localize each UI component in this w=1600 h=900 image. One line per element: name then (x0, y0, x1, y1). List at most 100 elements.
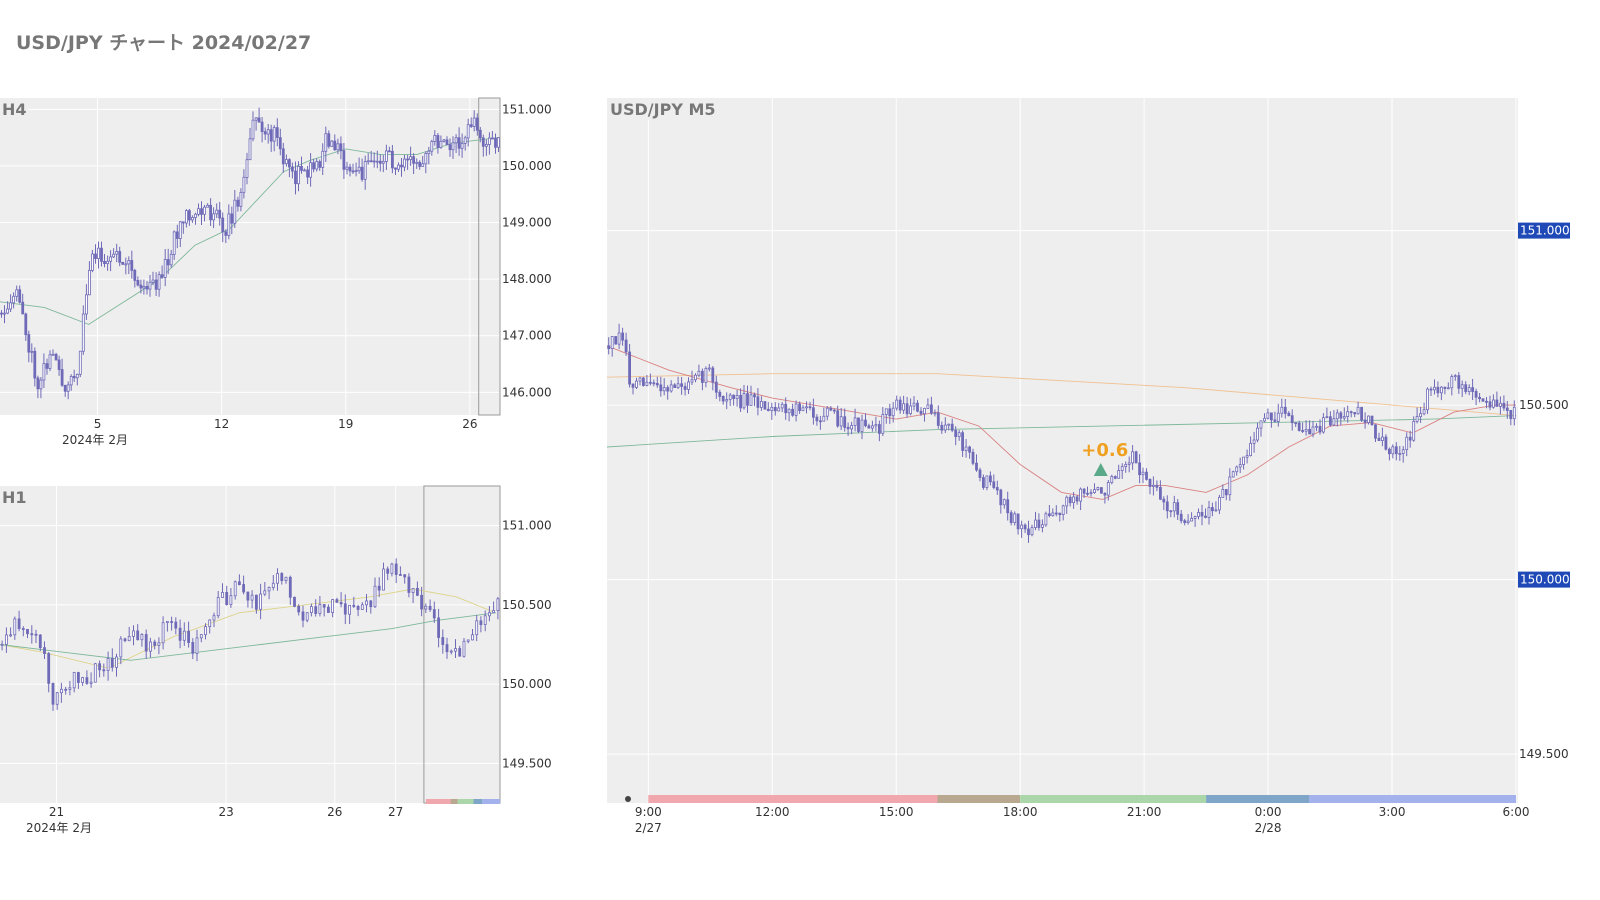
h4-x-axis: 5 12 19 26 (94, 417, 478, 431)
h1-candle (136, 630, 140, 641)
m5-candle (1041, 524, 1044, 528)
h1-candle (432, 609, 436, 619)
m5-session-segment (1206, 795, 1310, 803)
h4-candle (175, 231, 179, 239)
m5-candle (895, 399, 899, 409)
m5-candle (742, 393, 746, 409)
h1-candle (115, 656, 118, 668)
h1-candle (250, 594, 254, 601)
h1-candle (0, 643, 4, 646)
m5-candle (1460, 384, 1464, 389)
h4-candle (375, 160, 379, 163)
m5-x-tick: 21:00 (1127, 805, 1162, 819)
m5-candle (704, 367, 708, 383)
m5-candle (825, 407, 829, 417)
m5-candle (1367, 415, 1370, 424)
h4-candle (103, 260, 106, 264)
h4-candle (127, 260, 131, 265)
h4-candle (106, 260, 109, 264)
h4-x-tick: 5 (94, 417, 102, 431)
h1-candle (360, 604, 364, 610)
m5-candle (735, 394, 739, 399)
h1-candle (208, 619, 212, 627)
m5-candle (822, 415, 826, 422)
m5-candle (1408, 436, 1412, 441)
m5-candle (1023, 524, 1027, 530)
h4-panel: 146.000 147.000 148.000 149.000 150.000 151.0… (0, 97, 552, 447)
h4-candle (190, 217, 194, 221)
h4-candle (421, 163, 425, 167)
m5-candle (1197, 512, 1200, 517)
h1-panel: 149.500 150.000 150.500 151.000 21 23 26 27 20… (0, 485, 552, 835)
h4-candle (72, 375, 76, 379)
h1-candle (411, 588, 415, 593)
h4-candle (436, 135, 440, 148)
h4-candle (91, 253, 94, 271)
h4-candle (124, 263, 128, 266)
m5-candle (607, 345, 611, 349)
m5-plot-area (607, 98, 1518, 803)
m5-candle (1242, 456, 1245, 465)
h1-candle (110, 658, 114, 668)
m5-title: USD/JPY M5 (610, 100, 716, 119)
h1-candle (216, 597, 220, 617)
m5-candle (638, 377, 642, 382)
m5-session-segment (937, 795, 1021, 803)
h1-x-tick: 27 (388, 805, 403, 819)
m5-candle (1238, 464, 1242, 468)
h4-candle (460, 142, 464, 149)
h1-y-tick: 150.000 (502, 677, 552, 691)
h4-candle (151, 279, 155, 283)
h1-candle (271, 582, 275, 588)
h1-candle (322, 604, 326, 608)
h1-candle (284, 576, 288, 581)
m5-candle (680, 383, 683, 387)
h4-candle (327, 133, 331, 147)
h1-candle (492, 610, 496, 613)
h1-session-segment (457, 799, 474, 804)
m5-candle (1287, 412, 1291, 416)
h4-candle (442, 139, 446, 142)
h1-candle (445, 644, 449, 653)
m5-candle (1089, 492, 1093, 495)
m5-candle (836, 410, 840, 427)
h4-candle (345, 166, 349, 170)
m5-candle (1356, 406, 1360, 415)
h4-candle (112, 253, 115, 258)
m5-y-tick: 150.500 (1519, 398, 1569, 412)
m5-candle (1290, 415, 1294, 424)
h1-candle (246, 591, 250, 601)
h4-x-tick: 26 (462, 417, 477, 431)
h4-candle (184, 210, 188, 224)
m5-candle (610, 336, 614, 350)
h4-candle (203, 206, 206, 215)
m5-candle (909, 405, 912, 415)
h4-candle (39, 379, 43, 390)
h4-candle (263, 131, 267, 135)
m5-candle (701, 370, 704, 383)
h1-candle (276, 573, 279, 584)
m5-y-axis: 149.500 150.500 151.000 150.000 (1518, 222, 1570, 761)
h4-candle (42, 363, 46, 381)
m5-candle (1159, 486, 1162, 500)
h1-candle (30, 633, 34, 636)
m5-candle (1072, 496, 1075, 503)
m5-candle (1190, 518, 1193, 522)
m5-candle (732, 394, 735, 400)
h4-candle (397, 164, 400, 170)
m5-candle (985, 475, 989, 488)
m5-candle (697, 370, 701, 376)
h4-candle (133, 269, 137, 281)
m5-candle (1113, 476, 1117, 479)
h4-y-axis: 146.000 147.000 148.000 149.000 150.000 151.0… (502, 102, 552, 399)
m5-candle (839, 416, 843, 427)
m5-candle (1426, 388, 1429, 411)
m5-candle (999, 489, 1003, 506)
h4-candle (12, 295, 16, 304)
h4-candle (400, 164, 403, 168)
m5-candle (995, 487, 999, 491)
h4-y-tick: 146.000 (502, 385, 552, 399)
m5-x-tick: 9:00 (635, 805, 662, 819)
m5-candle (794, 403, 798, 416)
h4-candle (269, 129, 273, 142)
